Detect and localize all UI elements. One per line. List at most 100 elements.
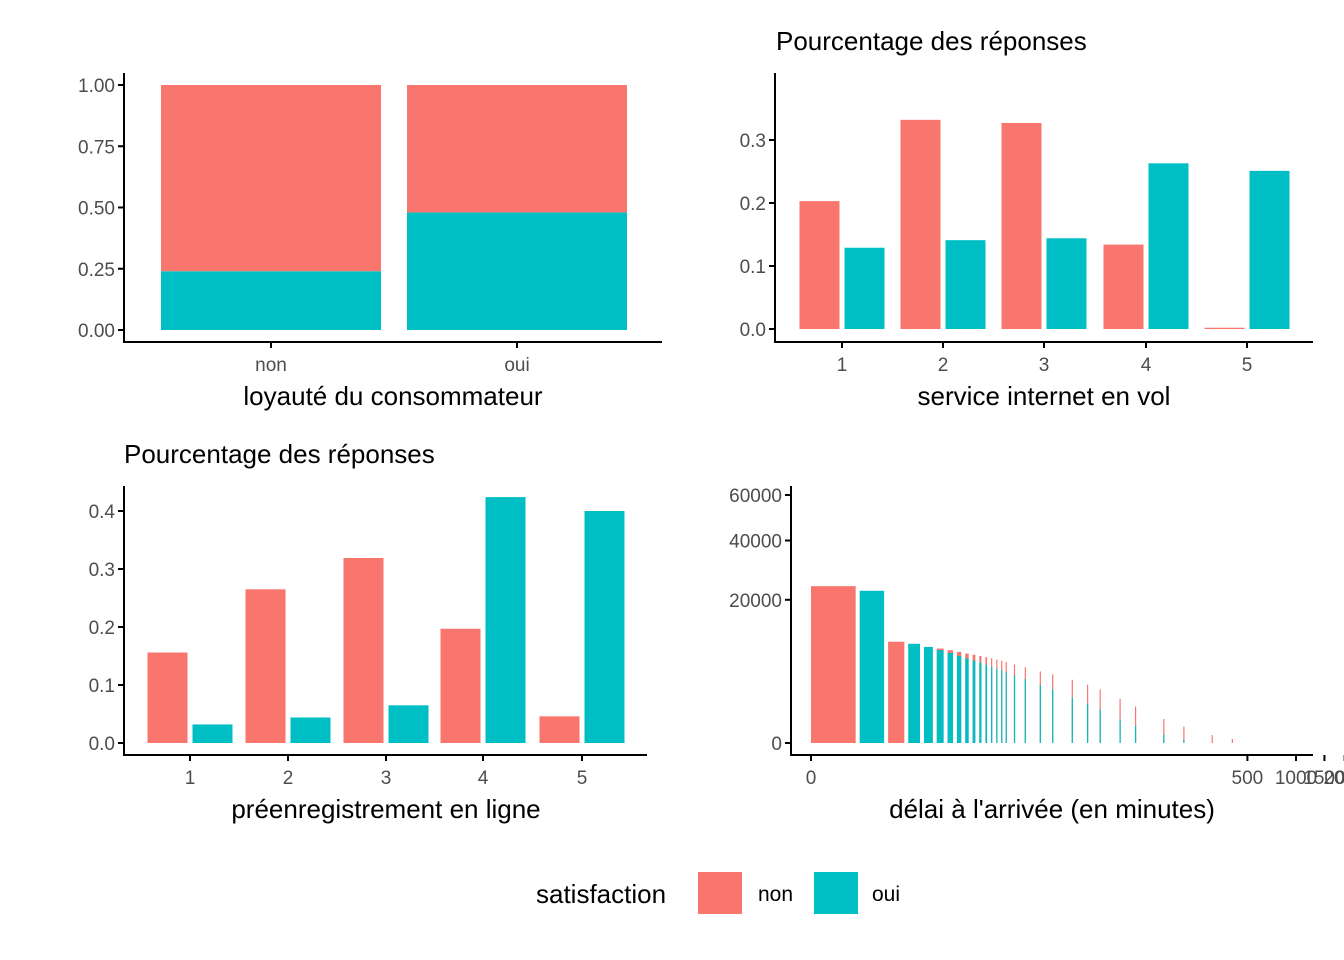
bars-service-internet (799, 119, 1290, 330)
bar-non-4 (440, 628, 481, 743)
y-ticks: 0 20000 40000 60000 (729, 486, 791, 755)
x-tick-label: 3 (381, 768, 392, 789)
bar-non-300 (1211, 735, 1213, 743)
bar-non-5 (539, 716, 580, 743)
bar-oui-1 (844, 247, 885, 329)
bar-oui-2 (290, 717, 331, 743)
y-tick-label: 0.4 (89, 502, 116, 523)
bar-oui-10 (979, 662, 982, 743)
x-tick-label: 500 (1232, 768, 1264, 789)
x-axis-title: délai à l'arrivée (en minutes) (889, 794, 1215, 824)
bar-non-2 (888, 641, 905, 743)
bar-oui-20 (1024, 678, 1026, 743)
y-tick-label: 0.2 (89, 618, 115, 639)
legend-swatch-oui (814, 872, 858, 914)
y-tick-label: 0.0 (740, 320, 766, 341)
bar-oui-12 (991, 666, 993, 743)
y-tick-label: 0.2 (740, 194, 766, 215)
bar-non-0 (811, 586, 856, 743)
bar-oui-150 (1163, 734, 1165, 743)
x-tick-label: 4 (1141, 355, 1152, 376)
bar-oui-15 (1005, 672, 1007, 743)
y-ticks: 0.0 0.1 0.2 0.3 (740, 131, 775, 341)
bar-oui-1 (192, 724, 233, 743)
panel-loyaute: 0.00 0.25 0.50 0.75 1.00 non oui loyauté du c… (78, 73, 662, 411)
legend: satisfaction non oui (536, 872, 900, 914)
bar-oui-50 (1087, 703, 1089, 743)
bar-non-1 (147, 652, 188, 743)
bar-oui-1 (859, 590, 885, 743)
y-tick-label: 20000 (729, 591, 782, 612)
bar-oui-40 (1071, 697, 1073, 743)
bar-oui-9 (972, 660, 976, 743)
x-tick-label: 1 (185, 768, 196, 789)
bar-oui-5 (584, 511, 625, 743)
y-tick-label: 0.00 (78, 321, 115, 342)
x-tick-label: 2 (283, 768, 294, 789)
x-tick-label: 5 (577, 768, 588, 789)
x-ticks: 1 2 3 4 5 (837, 342, 1252, 376)
x-ticks: 1 2 3 4 5 (185, 755, 588, 789)
bar-oui-oui (407, 212, 627, 330)
bar-oui-4 (923, 646, 933, 743)
bar-non-3 (1001, 122, 1042, 330)
y-tick-label: 1.00 (78, 76, 115, 97)
bar-non-400 (1231, 739, 1233, 743)
bar-oui-200 (1183, 739, 1185, 743)
x-axis-title: préenregistrement en ligne (231, 794, 540, 824)
y-tick-label: 60000 (729, 486, 782, 507)
bar-oui-3 (908, 643, 920, 743)
bar-non-1 (799, 201, 840, 329)
x-tick-label: 1500 (1303, 768, 1344, 789)
bar-oui-7 (956, 655, 962, 743)
bar-non-oui (407, 85, 627, 213)
bar-oui-5 (1249, 170, 1290, 329)
panel-preenregistrement: Pourcentage des réponses 0.0 0.1 0.2 0.3 0.4… (89, 439, 647, 824)
x-tick-label: 2000 (1323, 768, 1344, 789)
bar-non-150 (1163, 719, 1165, 743)
bars-loyaute (161, 85, 627, 330)
x-tick-label: 3 (1039, 355, 1050, 376)
bar-non-2 (245, 589, 286, 743)
y-ticks: 0.00 0.25 0.50 0.75 1.00 (78, 76, 124, 342)
bar-non-non (161, 85, 381, 272)
legend-label-oui: oui (872, 883, 900, 906)
y-tick-label: 0.1 (740, 257, 766, 278)
x-tick-label: 1000 (1275, 768, 1317, 789)
bar-oui-60 (1099, 709, 1101, 743)
x-tick-label: 2 (938, 355, 949, 376)
panel-service-internet: Pourcentage des réponses 0.0 0.1 0.2 0.3 1 2… (740, 26, 1313, 411)
x-ticks: 0 500 100015002000 (806, 755, 1344, 789)
x-tick-label: 1 (837, 355, 848, 376)
bar-non-4 (1103, 244, 1144, 329)
panel-title: Pourcentage des réponses (124, 439, 435, 469)
bar-non-5 (1204, 327, 1245, 329)
y-tick-label: 0.3 (740, 131, 766, 152)
bar-non-200 (1183, 726, 1185, 743)
x-tick-label: 4 (478, 768, 489, 789)
bar-oui-8 (965, 658, 969, 743)
bars-preenregistrement (147, 497, 625, 743)
y-tick-label: 0.50 (78, 199, 115, 220)
bar-oui-4 (485, 497, 526, 743)
y-tick-label: 0.1 (89, 676, 115, 697)
bar-oui-2 (945, 240, 986, 329)
bar-oui-80 (1119, 719, 1121, 743)
x-ticks: non oui (255, 342, 530, 376)
bar-oui-non (161, 271, 381, 330)
legend-label-non: non (758, 883, 793, 906)
y-tick-label: 0.3 (89, 560, 115, 581)
bar-non-3 (343, 557, 384, 743)
legend-swatch-non (698, 872, 742, 914)
bars-delai-arrivee (811, 586, 1233, 743)
bar-oui-3 (388, 705, 429, 743)
y-tick-label: 0 (771, 734, 782, 755)
bar-oui-3 (1046, 238, 1087, 329)
x-tick-label: 0 (806, 768, 817, 789)
legend-title: satisfaction (536, 879, 666, 909)
bar-oui-100 (1134, 726, 1137, 743)
panel-delai-arrivee: 0 20000 40000 60000 0 500 100015002000 délai … (729, 486, 1344, 824)
bar-oui-17 (1013, 675, 1016, 743)
